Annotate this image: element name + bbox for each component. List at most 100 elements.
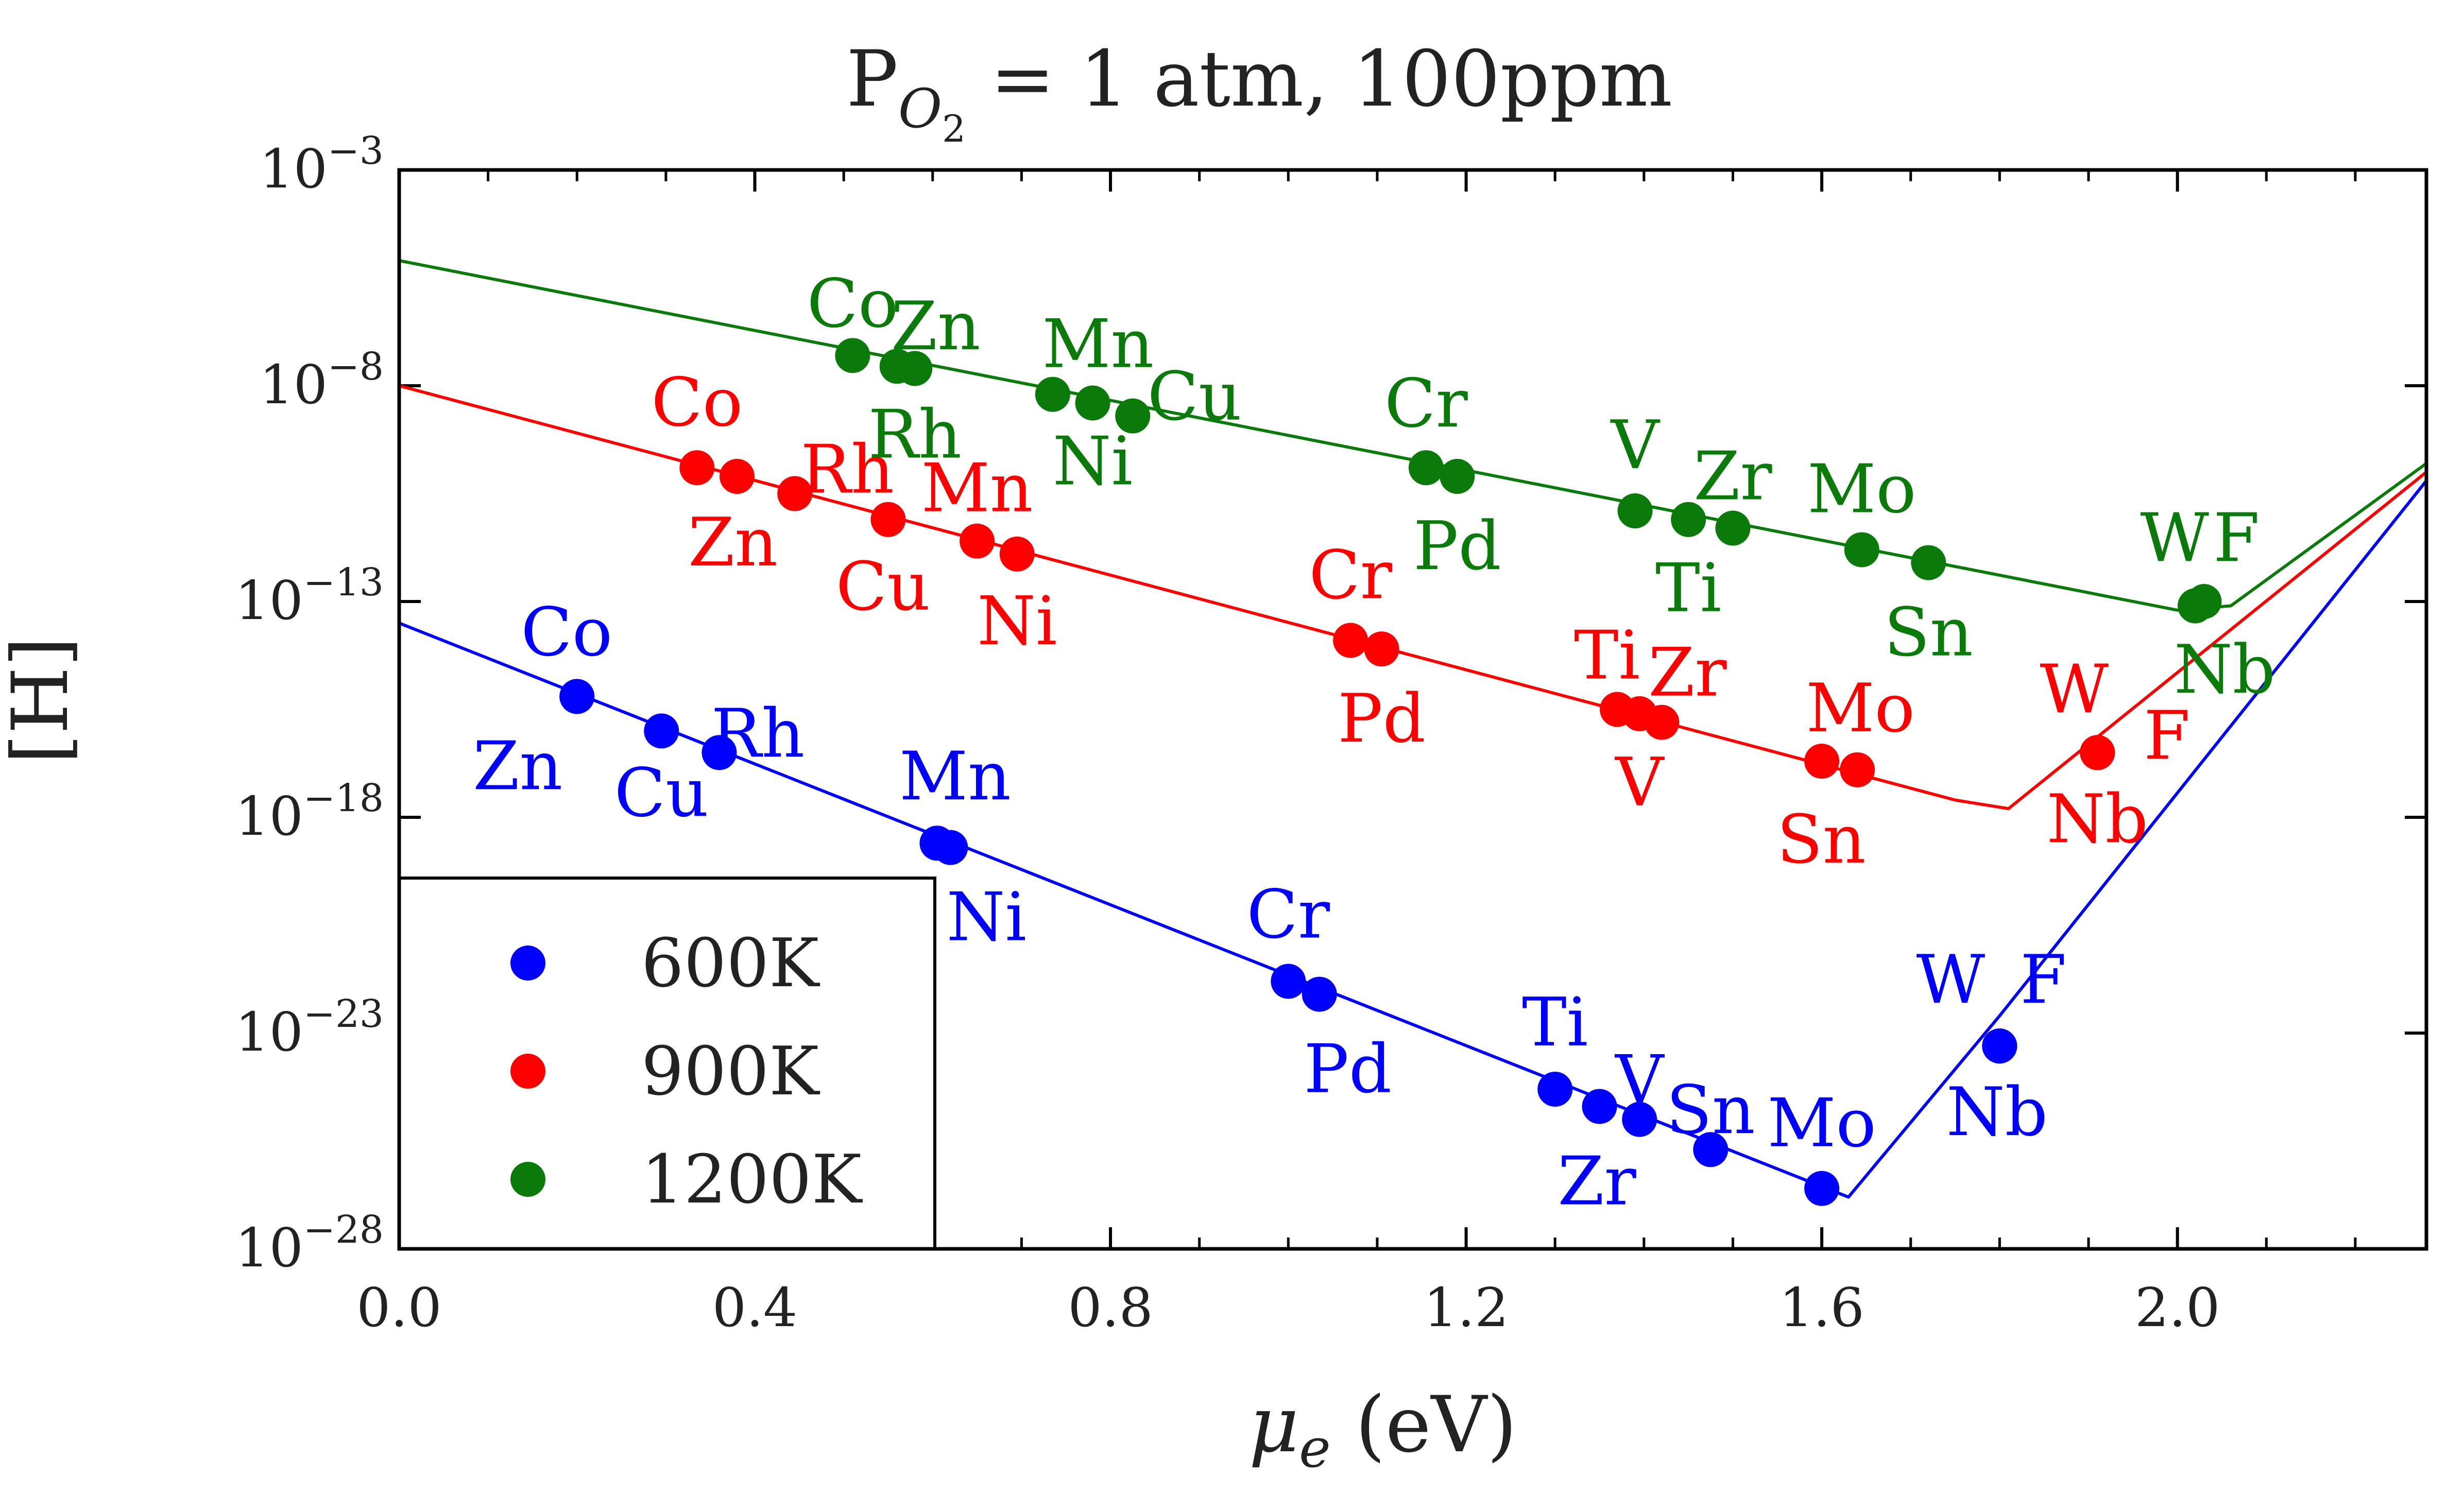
- legend-label-900K: 900K: [641, 1032, 820, 1110]
- point-600K-Mo: [1804, 1171, 1840, 1206]
- y-tick-label: 10−23: [235, 992, 384, 1063]
- point-600K-Zr: [1582, 1089, 1617, 1124]
- x-tick-label: 0.8: [1068, 1276, 1153, 1339]
- legend-box: [398, 877, 936, 1250]
- point-label-900K-Ni: Ni: [977, 582, 1057, 660]
- point-label-600K-Sn: Sn: [1666, 1071, 1755, 1149]
- y-tick-label: 10−28: [235, 1208, 384, 1279]
- point-1200K-Mn: [1035, 376, 1070, 412]
- point-label-900K-Cu: Cu: [836, 547, 930, 626]
- point-label-1200K-Mo: Mo: [1807, 450, 1916, 528]
- x-tick-label: 0.0: [356, 1276, 441, 1339]
- point-label-600K-Ni: Ni: [947, 878, 1026, 956]
- y-tick-label: 10−8: [260, 345, 384, 416]
- legend-marker-900K: [510, 1054, 545, 1089]
- data-points: [559, 338, 2222, 1206]
- point-label-900K-Zr: Zr: [1648, 633, 1727, 712]
- x-tick-label: 1.2: [1424, 1276, 1509, 1339]
- point-900K-Mn: [960, 523, 995, 559]
- point-label-600K-Pd: Pd: [1304, 1030, 1392, 1108]
- point-label-900K-Co: Co: [651, 363, 743, 441]
- point-label-900K-Rh: Rh: [800, 431, 894, 509]
- point-900K-Pd: [1364, 631, 1399, 667]
- x-axis-label: μe (eV): [1249, 1380, 1517, 1480]
- x-axis-ticks: 0.0 0.4 0.8 1.2 1.6 2.0: [356, 170, 2357, 1339]
- point-1200K-Nb: [2186, 584, 2222, 619]
- point-900K-Zn: [720, 458, 755, 494]
- point-label-600K-F: F: [2020, 940, 2066, 1019]
- x-tick-label: 0.4: [712, 1276, 797, 1339]
- point-600K-Cr: [1271, 964, 1306, 999]
- point-1200K-Rh: [897, 351, 933, 386]
- point-1200K-Ni: [1075, 385, 1110, 421]
- point-label-1200K-Zr: Zr: [1693, 437, 1772, 516]
- point-label-600K-Mn: Mn: [899, 737, 1011, 815]
- curve-900K: [399, 384, 2427, 811]
- legend-marker-1200K: [510, 1162, 545, 1197]
- point-label-900K-Cr: Cr: [1309, 536, 1392, 614]
- point-900K-Cu: [870, 502, 906, 537]
- point-label-900K-W: W: [2040, 650, 2109, 728]
- point-900K-Sn: [1840, 752, 1875, 787]
- point-1200K-Sn: [1911, 545, 1946, 580]
- point-900K-Zr: [1644, 705, 1680, 740]
- plot-frame: [397, 168, 2428, 1251]
- y-axis-ticks: 10−3 10−8 10−13 10−18 10−23 10−28: [235, 129, 2426, 1279]
- point-600K-Cu: [644, 713, 679, 749]
- point-600K-Sn: [1693, 1132, 1729, 1167]
- point-600K-V: [1622, 1102, 1657, 1137]
- point-600K-Nb: [1982, 1028, 2017, 1064]
- point-900K-Mo: [1804, 744, 1840, 779]
- point-label-1200K-Ni: Ni: [1053, 422, 1133, 501]
- point-600K-Rh: [701, 735, 737, 770]
- point-label-1200K-V: V: [1610, 406, 1661, 484]
- point-900K-Co: [679, 450, 715, 486]
- point-label-600K-W: W: [1917, 940, 1986, 1019]
- point-label-900K-Pd: Pd: [1338, 679, 1426, 758]
- point-label-900K-F: F: [2144, 696, 2190, 775]
- point-1200K-Ti: [1671, 502, 1706, 537]
- point-label-1200K-Ti: Ti: [1655, 549, 1721, 627]
- point-900K-Ni: [999, 536, 1035, 572]
- chart-title: PO2 = 1 atm, 100ppm: [846, 35, 1672, 150]
- point-label-600K-Cu: Cu: [614, 753, 709, 832]
- point-900K-Rh: [777, 476, 813, 511]
- curve-600K: [398, 479, 2428, 1199]
- x-tick-label: 2.0: [2135, 1276, 2220, 1339]
- point-label-900K-Nb: Nb: [2047, 780, 2148, 858]
- point-label-600K-Nb: Nb: [1946, 1073, 2048, 1151]
- point-label-1200K-Zn: Zn: [891, 287, 981, 365]
- point-label-600K-Ti: Ti: [1522, 983, 1588, 1061]
- point-label-900K-Mo: Mo: [1806, 669, 1914, 747]
- y-tick-label: 10−18: [235, 776, 384, 848]
- point-label-900K-Zn: Zn: [688, 503, 778, 581]
- point-label-600K-Co: Co: [521, 593, 612, 671]
- point-label-1200K-F: F: [2213, 499, 2260, 577]
- point-label-900K-Mn: Mn: [921, 449, 1033, 527]
- point-1200K-V: [1617, 493, 1653, 529]
- point-label-1200K-W: W: [2140, 499, 2209, 577]
- point-label-900K-Ti: Ti: [1574, 616, 1640, 695]
- point-label-600K-Zn: Zn: [473, 727, 562, 805]
- y-tick-label: 10−13: [235, 560, 384, 632]
- point-label-1200K-Rh: Rh: [868, 395, 962, 473]
- point-1200K-Mo: [1844, 532, 1879, 568]
- point-1200K-Zr: [1715, 510, 1751, 546]
- y-tick-label: 10−3: [260, 129, 384, 200]
- point-label-600K-V: V: [1614, 1041, 1665, 1119]
- point-1200K-Cu: [1115, 398, 1151, 434]
- point-900K-Cr: [1333, 623, 1368, 658]
- legend-label-1200K: 1200K: [641, 1140, 863, 1218]
- legend-label-600K: 600K: [641, 924, 820, 1002]
- point-600K-Pd: [1302, 976, 1337, 1012]
- point-label-1200K-Pd: Pd: [1413, 507, 1501, 585]
- point-1200K-Co: [835, 338, 870, 373]
- point-1200K-Pd: [1440, 458, 1475, 494]
- point-600K-Ni: [933, 830, 968, 865]
- point-label-1200K-Mn: Mn: [1042, 305, 1154, 383]
- point-label-1200K-Co: Co: [807, 264, 899, 342]
- point-label-900K-Sn: Sn: [1777, 800, 1866, 879]
